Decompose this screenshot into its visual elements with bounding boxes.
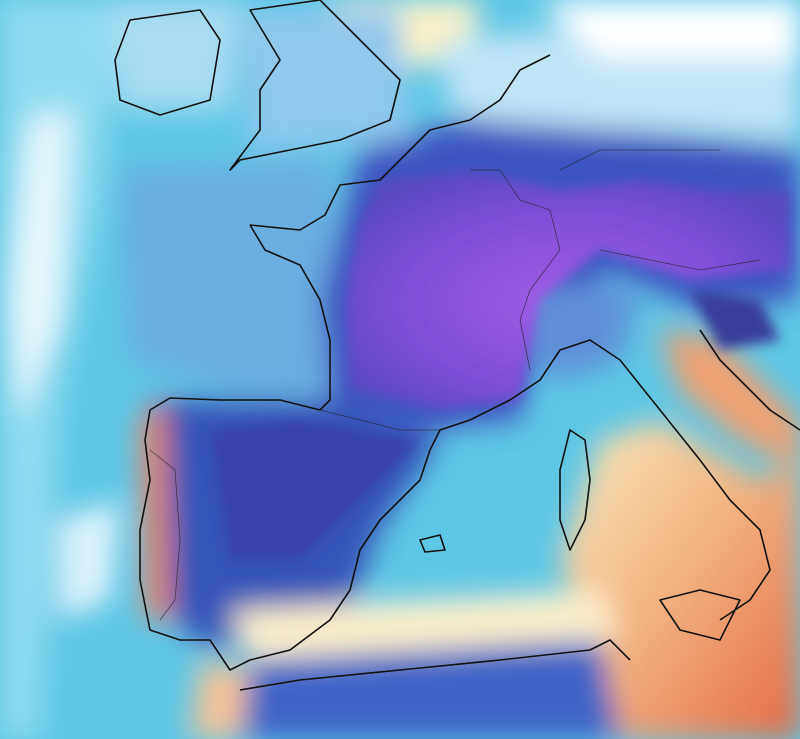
coastline — [699, 329, 800, 431]
alps-mixed — [520, 280, 640, 380]
atlantic-blue — [120, 160, 340, 400]
island-coast — [659, 589, 741, 641]
island-coast — [559, 429, 591, 551]
white-streak — [10, 110, 70, 420]
ireland-coast — [114, 9, 221, 116]
borders — [149, 149, 761, 621]
north-white — [540, 0, 800, 60]
coastline — [139, 339, 771, 671]
britain-coast — [229, 0, 401, 171]
ireland-field — [110, 0, 240, 110]
core-field — [210, 170, 790, 560]
cold-core — [345, 170, 790, 410]
uk-field — [240, 10, 410, 150]
morocco-warm — [190, 660, 250, 739]
italy-warm — [560, 420, 800, 739]
coastlines — [114, 0, 800, 691]
coastline — [249, 224, 331, 411]
island-coast — [419, 534, 446, 553]
coastline — [249, 54, 551, 231]
africa-coast-light — [230, 590, 620, 660]
adriatic-warm — [660, 330, 800, 470]
africa-cold — [240, 640, 620, 739]
spain-core — [210, 420, 420, 560]
white-streak — [60, 500, 120, 620]
africa-coast — [239, 639, 631, 691]
slovenia-core — [690, 290, 780, 350]
